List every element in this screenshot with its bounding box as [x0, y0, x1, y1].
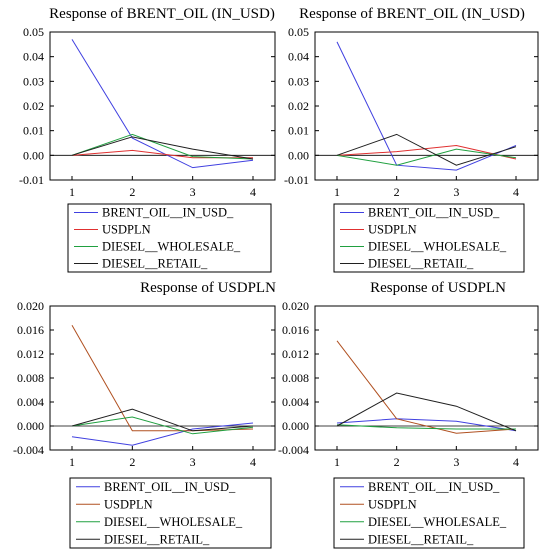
legend-label: USDPLN: [104, 497, 153, 511]
y-tick-label: 0.02: [23, 99, 44, 113]
legend-label: BRENT_OIL__IN_USD_: [368, 480, 500, 494]
x-tick-label: 1: [334, 185, 340, 199]
y-tick-label: -0.004: [278, 443, 309, 457]
legend-label: DIESEL__WHOLESALE_: [104, 515, 243, 529]
legend: BRENT_OIL__IN_USD_ USDPLN DIESEL__WHOLESAL…: [333, 477, 525, 549]
y-tick-label: 0.01: [23, 124, 44, 138]
series-line-brent-oil-in-usd: [336, 41, 517, 171]
chart-panel-1: Response of BRENT_OIL (IN_USD) 0.05 0.04 0.…: [19, 6, 276, 273]
legend-label: DIESEL__WHOLESALE_: [368, 240, 507, 254]
y-tick-label: -0.01: [19, 173, 44, 187]
x-tick-label: 2: [394, 455, 400, 469]
x-tick-label: 1: [69, 185, 75, 199]
x-tick-label: 3: [453, 455, 459, 469]
chart-title: Response of BRENT_OIL (IN_USD): [299, 6, 525, 22]
x-tick-label: 2: [129, 185, 135, 199]
x-tick-label: 3: [190, 185, 196, 199]
x-tick-label: 3: [190, 455, 196, 469]
y-tick-label: 0.00: [288, 148, 309, 162]
legend: BRENT_OIL__IN_USD_ USDPLN DIESEL__WHOLESAL…: [333, 203, 525, 273]
chart-title: Response of USDPLN: [140, 280, 276, 296]
x-tick-label: 3: [453, 185, 459, 199]
y-tick-label: 0.020: [282, 299, 309, 313]
y-tick-label: 0.008: [17, 371, 44, 385]
y-tick-label: 0.004: [282, 395, 309, 409]
chart-title: Response of USDPLN: [370, 280, 506, 296]
x-tick-label: 4: [250, 455, 256, 469]
y-tick-label: -0.004: [13, 443, 44, 457]
y-tick-label: 0.012: [282, 347, 309, 361]
series-line-diesel-wholesale: [71, 133, 254, 160]
series-line-diesel-wholesale: [336, 148, 517, 166]
x-tick-label: 4: [513, 455, 519, 469]
y-tick-label: 0.04: [288, 50, 309, 64]
chart-title: Response of BRENT_OIL (IN_USD): [49, 6, 275, 22]
plot-frame: [314, 31, 539, 181]
series-line-diesel-retail: [71, 408, 254, 432]
legend: BRENT_OIL__IN_USD_ USDPLN DIESEL__WHOLESAL…: [67, 203, 272, 273]
series-line-diesel-retail: [71, 136, 254, 160]
y-tick-label: 0.004: [17, 395, 44, 409]
series-line-usdpln: [336, 144, 517, 160]
x-tick-label: 2: [129, 455, 135, 469]
legend-box: [69, 477, 272, 549]
y-tick-label: 0.008: [282, 371, 309, 385]
legend: BRENT_OIL__IN_USD_ USDPLN DIESEL__WHOLESAL…: [69, 477, 272, 549]
y-tick-label: 0.02: [288, 99, 309, 113]
y-tick-label: 0.012: [17, 347, 44, 361]
series-line-brent-oil-in-usd: [71, 422, 254, 446]
legend-label: USDPLN: [368, 223, 417, 237]
y-tick-label: 0.016: [282, 323, 309, 337]
y-tick-label: -0.01: [284, 173, 309, 187]
series-line-diesel-retail: [336, 133, 517, 166]
legend-label: BRENT_OIL__IN_USD_: [102, 206, 234, 220]
y-tick-label: 0.03: [23, 74, 44, 88]
series-line-diesel-wholesale: [71, 416, 254, 435]
y-tick-label: 0.05: [288, 25, 309, 39]
y-tick-label: 0.04: [23, 50, 44, 64]
x-tick-label: 4: [250, 185, 256, 199]
legend-label: DIESEL__RETAIL_: [368, 257, 474, 271]
legend-label: DIESEL__RETAIL_: [104, 532, 210, 546]
legend-label: USDPLN: [102, 223, 151, 237]
legend-label: DIESEL__WHOLESALE_: [102, 240, 241, 254]
y-tick-label: 0.01: [288, 124, 309, 138]
legend-label: DIESEL__RETAIL_: [368, 532, 474, 546]
series-line-diesel-wholesale: [336, 424, 516, 430]
legend-label: BRENT_OIL__IN_USD_: [368, 206, 500, 220]
y-tick-label: 0.016: [17, 323, 44, 337]
chart-panel-3: Response of USDPLN 0.020 0.016 0.012 0.008 0.…: [13, 280, 276, 549]
x-tick-label: 1: [334, 455, 340, 469]
legend-box: [333, 477, 525, 549]
series-line-usdpln: [71, 324, 254, 432]
y-tick-label: 0.03: [288, 74, 309, 88]
series-line-diesel-retail: [336, 392, 517, 432]
y-tick-label: 0.000: [17, 419, 44, 433]
legend-label: USDPLN: [368, 497, 417, 511]
chart-panel-2: Response of BRENT_OIL (IN_USD) 0.05 0.04 0.…: [284, 6, 539, 273]
legend-label: DIESEL__RETAIL_: [102, 257, 208, 271]
y-tick-label: 0.05: [23, 25, 44, 39]
legend-label: BRENT_OIL__IN_USD_: [104, 480, 236, 494]
legend-box: [67, 203, 272, 273]
series-line-brent-oil-in-usd: [71, 39, 254, 169]
x-tick-label: 2: [394, 185, 400, 199]
legend-label: DIESEL__WHOLESALE_: [368, 515, 507, 529]
series-line-brent-oil-in-usd: [336, 418, 517, 432]
legend-box: [333, 203, 525, 273]
y-tick-label: 0.020: [17, 299, 44, 313]
series-line-usdpln: [336, 340, 517, 434]
y-tick-label: 0.000: [282, 419, 309, 433]
chart-panel-4: Response of USDPLN 0.020 0.016 0.012 0.008 0.…: [278, 280, 539, 549]
x-tick-label: 1: [69, 455, 75, 469]
y-tick-label: 0.00: [23, 148, 44, 162]
x-tick-label: 4: [513, 185, 519, 199]
